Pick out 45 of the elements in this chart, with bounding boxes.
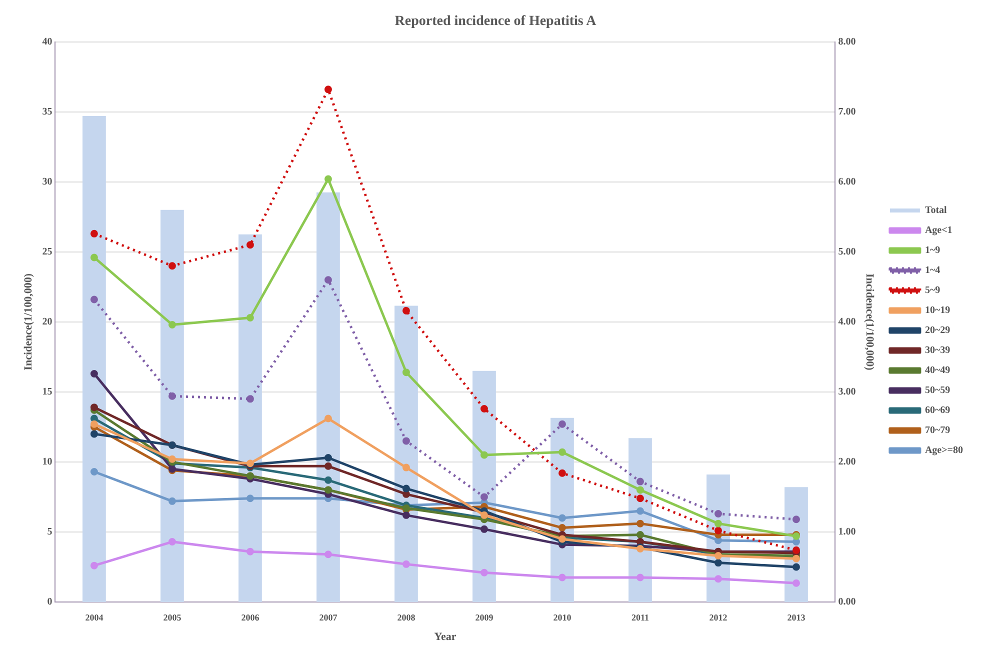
y2-tick-label: 5.00 bbox=[838, 246, 856, 258]
y-tick-label: 40 bbox=[42, 36, 52, 48]
x-axis-title: Year bbox=[434, 631, 456, 644]
legend-label: 40~49 bbox=[924, 365, 950, 376]
y2-tick-label: 3.00 bbox=[838, 386, 856, 398]
y-tick-label: 35 bbox=[42, 106, 52, 118]
y2-tick-label: 4.00 bbox=[838, 316, 856, 328]
y2-tick-label: 8.00 bbox=[838, 36, 856, 48]
legend-label: 10~19 bbox=[924, 305, 950, 316]
legend-label: 5~9 bbox=[924, 285, 940, 296]
y-axis-title: Incidence(1/100,000) bbox=[22, 273, 34, 370]
y2-tick-label: 2.00 bbox=[838, 456, 856, 468]
x-tick-label: 2013 bbox=[787, 612, 806, 623]
x-tick-label: 2011 bbox=[631, 612, 650, 623]
y2-tick-label: 0.00 bbox=[838, 596, 856, 608]
legend-label: 1~9 bbox=[924, 245, 940, 256]
legend-label: 70~79 bbox=[924, 425, 950, 436]
legend-label: Age<1 bbox=[924, 225, 952, 236]
x-tick-label: 2008 bbox=[397, 612, 416, 623]
legend-label: 60~69 bbox=[924, 405, 950, 416]
y2-tick-label: 7.00 bbox=[838, 106, 856, 118]
y-tick-label: 25 bbox=[42, 246, 52, 258]
y2-axis-title: Incidence(1/100,000) bbox=[864, 273, 876, 371]
x-tick-label: 2006 bbox=[241, 612, 260, 623]
x-tick-label: 2012 bbox=[709, 612, 728, 623]
y2-tick-label: 6.00 bbox=[838, 176, 856, 188]
legend-label: Age>=80 bbox=[924, 445, 964, 456]
legend-label: 1~4 bbox=[924, 265, 940, 276]
y-tick-label: 5 bbox=[47, 526, 52, 538]
x-tick-label: 2010 bbox=[553, 612, 572, 623]
y-tick-label: 0 bbox=[47, 596, 52, 608]
y-tick-label: 20 bbox=[42, 316, 52, 328]
legend-label: 30~39 bbox=[924, 345, 950, 356]
x-tick-label: 2007 bbox=[319, 612, 338, 623]
y-tick-label: 30 bbox=[42, 176, 52, 188]
y-tick-label: 15 bbox=[42, 386, 52, 398]
y2-tick-label: 1.00 bbox=[838, 526, 856, 538]
chart-title: Reported incidence of Hepatitis A bbox=[394, 14, 598, 30]
y-tick-label: 10 bbox=[42, 456, 52, 468]
legend-label: 50~59 bbox=[924, 385, 950, 396]
legend-label: Total bbox=[924, 205, 948, 216]
legend-label: 20~29 bbox=[924, 325, 950, 336]
x-tick-label: 2005 bbox=[163, 612, 182, 623]
x-tick-label: 2009 bbox=[475, 612, 494, 623]
x-tick-label: 2004 bbox=[85, 612, 104, 623]
